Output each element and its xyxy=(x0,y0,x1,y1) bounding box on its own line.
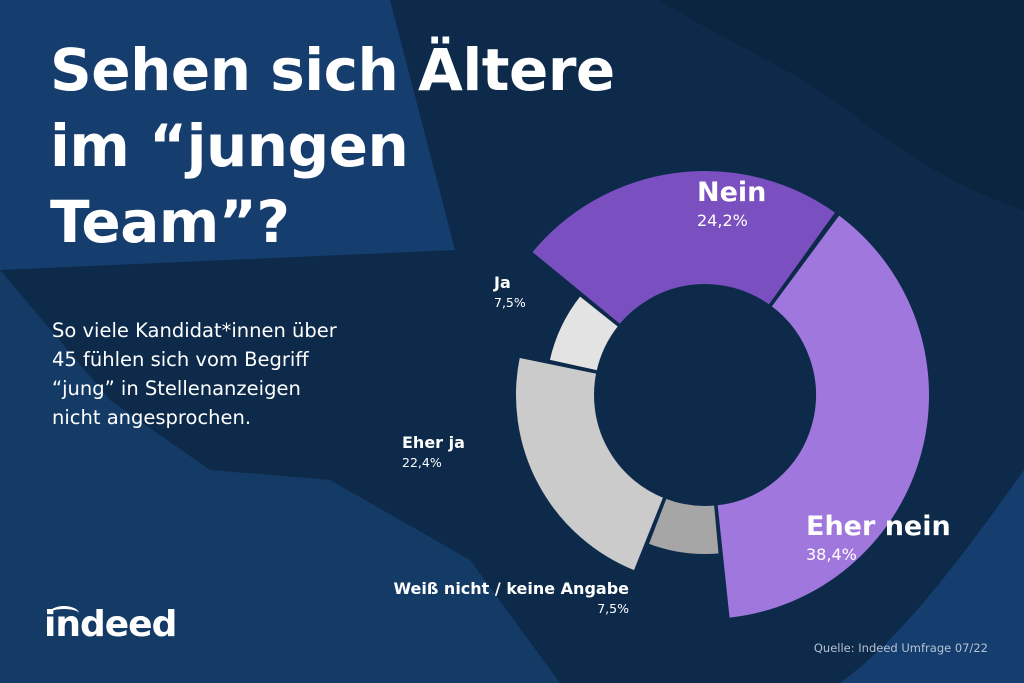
subtitle: So viele Kandidat*innen über 45 fühlen s… xyxy=(52,316,382,432)
title-line-2: im “jungen xyxy=(50,112,409,180)
title-line-1: Sehen sich Ältere xyxy=(50,36,615,104)
bg-panel-right-top xyxy=(660,0,1024,210)
label-ja-value: 7,5% xyxy=(494,295,526,310)
label-ja-name: Ja xyxy=(494,273,511,292)
indeed-logo-arc-icon xyxy=(49,606,79,621)
title-line-3: Team”? xyxy=(50,188,290,256)
slice-weiss-nicht xyxy=(646,496,721,556)
label-eher-ja-name: Eher ja xyxy=(402,433,465,452)
slice-ja xyxy=(547,293,621,373)
page-title: Sehen sich Ältere im “jungen Team”? xyxy=(50,32,730,260)
label-nein-value: 24,2% xyxy=(697,211,748,230)
slice-nein xyxy=(529,169,838,327)
label-ja: Ja 7,5% xyxy=(494,272,526,312)
slice-eher-ja xyxy=(514,355,666,573)
label-eher-ja: Eher ja 22,4% xyxy=(402,432,465,472)
bg-panel-left-lower xyxy=(0,270,560,683)
label-weiss-nicht: Weiß nicht / keine Angabe 7,5% xyxy=(357,578,629,618)
label-eher-ja-value: 22,4% xyxy=(402,455,442,470)
bg-panel-right-bottom xyxy=(840,470,1024,683)
source-note: Quelle: Indeed Umfrage 07/22 xyxy=(813,641,988,655)
donut-hole xyxy=(597,287,813,503)
subtitle-line-4: nicht angesprochen. xyxy=(52,406,252,429)
label-nein: Nein 24,2% xyxy=(697,176,766,232)
bg-panel-left xyxy=(0,0,455,270)
label-nein-name: Nein xyxy=(697,177,767,208)
label-eher-nein: Eher nein 38,4% xyxy=(806,510,951,566)
label-eher-nein-name: Eher nein xyxy=(806,511,951,542)
label-eher-nein-value: 38,4% xyxy=(806,545,857,564)
subtitle-line-1: So viele Kandidat*innen über xyxy=(52,319,337,342)
subtitle-line-2: 45 fühlen sich vom Begriff xyxy=(52,348,309,371)
indeed-logo: indeed xyxy=(44,604,177,645)
slice-eher-nein xyxy=(715,212,931,620)
label-weiss-nicht-value: 7,5% xyxy=(597,601,629,616)
subtitle-line-3: “jung” in Stellenanzeigen xyxy=(52,377,301,400)
label-weiss-nicht-name: Weiß nicht / keine Angabe xyxy=(393,579,629,598)
